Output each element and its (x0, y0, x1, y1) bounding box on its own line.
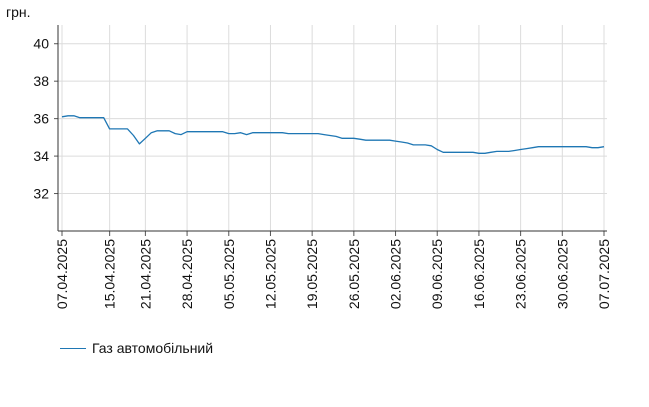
x-tick-label: 21.04.2025 (137, 239, 153, 309)
x-tick-label: 30.06.2025 (554, 239, 570, 309)
y-tick-label: 36 (33, 111, 49, 127)
x-tick-label: 16.06.2025 (471, 239, 487, 309)
y-tick-label: 40 (33, 36, 49, 52)
legend-swatch (60, 347, 86, 349)
legend: Газ автомобільний (60, 338, 213, 358)
x-tick-label: 07.07.2025 (596, 239, 612, 309)
x-tick-label: 05.05.2025 (221, 239, 237, 309)
y-tick-label: 38 (33, 73, 49, 89)
x-tick-label: 19.05.2025 (304, 239, 320, 309)
y-tick-label: 34 (33, 148, 49, 164)
y-axis-label: грн. (6, 4, 31, 20)
x-tick-label: 12.05.2025 (262, 239, 278, 309)
legend-label: Газ автомобільний (92, 340, 214, 356)
x-tick-label: 02.06.2025 (388, 239, 404, 309)
x-tick-label: 23.06.2025 (513, 239, 529, 309)
x-tick-label: 15.04.2025 (102, 239, 118, 309)
x-tick-label: 09.06.2025 (429, 239, 445, 309)
y-tick-label: 32 (33, 186, 49, 202)
x-tick-label: 28.04.2025 (179, 239, 195, 309)
x-tick-label: 26.05.2025 (346, 239, 362, 309)
series-line (61, 115, 605, 154)
x-tick-label: 07.04.2025 (54, 239, 70, 309)
